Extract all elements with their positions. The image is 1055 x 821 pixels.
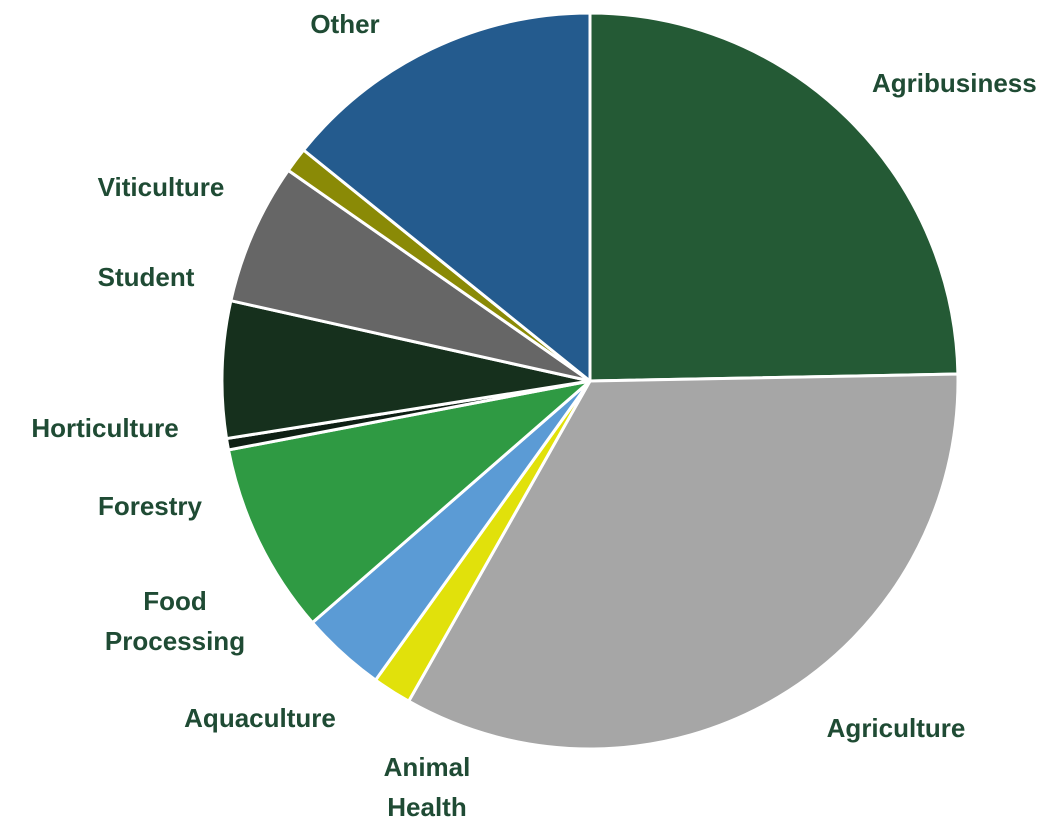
pie-label-line: Other [310, 9, 379, 39]
pie-label-other: Other [310, 9, 379, 39]
pie-label-line: Agriculture [827, 713, 966, 743]
pie-label-line: Animal [384, 752, 471, 782]
pie-label-viticulture: Viticulture [98, 172, 225, 202]
pie-label-student: Student [98, 262, 195, 292]
pie-slice-agriculture [407, 372, 960, 751]
pie-slice-other [302, 11, 592, 383]
pie-slices [220, 11, 960, 751]
pie-label-line: Student [98, 262, 195, 292]
pie-label-food-processing: Food Processing [105, 586, 245, 656]
pie-label-agriculture: Agriculture [827, 713, 966, 743]
pie-label-line: Health [387, 792, 466, 821]
pie-label-line: Horticulture [31, 413, 178, 443]
pie-slice-food-processing [227, 379, 592, 625]
pie-slice-agribusiness [588, 11, 960, 383]
pie-label-agribusiness: Agribusiness [872, 68, 1037, 98]
pie-label-line: Viticulture [98, 172, 225, 202]
pie-label-animal-health: Animal Health [384, 752, 471, 821]
pie-label-forestry: Forestry [98, 491, 203, 521]
pie-label-line: Forestry [98, 491, 203, 521]
pie-label-aquaculture: Aquaculture [184, 703, 336, 733]
pie-label-line: Processing [105, 626, 245, 656]
pie-label-line: Food [143, 586, 207, 616]
pie-labels: Agribusiness Agriculture Animal Health Aquac… [31, 9, 1036, 821]
pie-slice-student [229, 168, 592, 383]
pie-slice-horticulture [220, 299, 592, 441]
pie-label-horticulture: Horticulture [31, 413, 178, 443]
pie-label-line: Aquaculture [184, 703, 336, 733]
pie-label-line: Agribusiness [872, 68, 1037, 98]
